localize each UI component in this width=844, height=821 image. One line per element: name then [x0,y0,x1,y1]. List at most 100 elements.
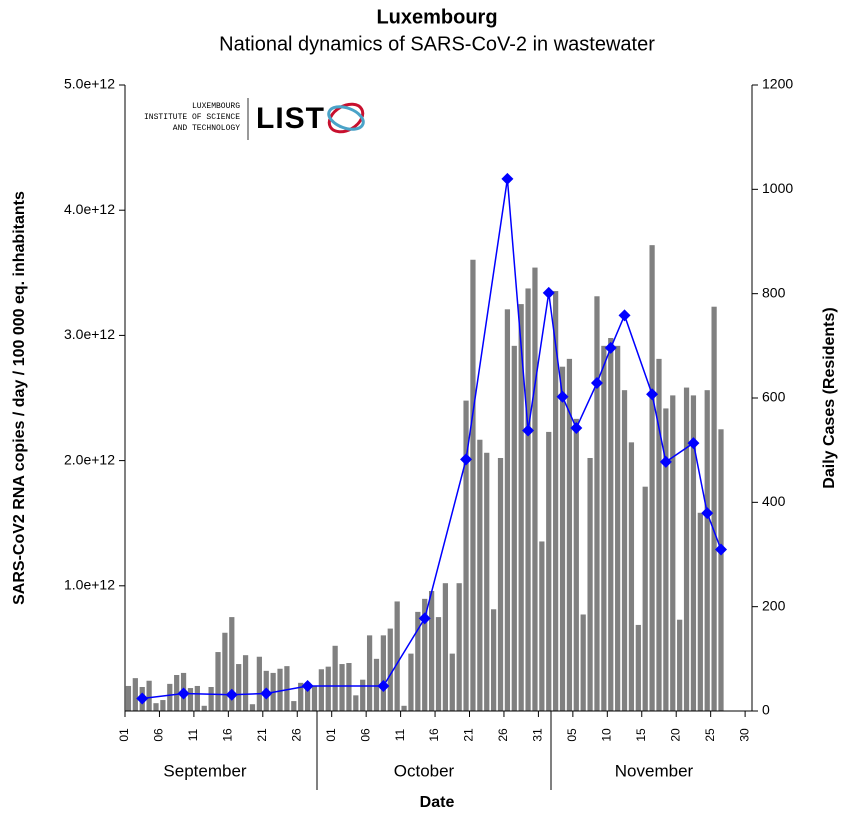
y2-tick-label: 800 [762,284,786,300]
logo-text: AND TECHNOLOGY [173,124,240,133]
marker [522,424,535,437]
x-tick-label: 10 [599,728,613,742]
marker [260,687,273,700]
bar [497,457,504,711]
marker [225,688,238,701]
bar [704,390,710,711]
bar [380,635,386,711]
bar [559,366,566,711]
bar [635,624,641,711]
bar [518,304,524,711]
y2-tick-label: 0 [762,702,770,718]
bar [415,611,421,711]
marker [460,453,473,466]
bar [566,358,573,711]
bar [318,669,324,711]
bar [504,309,511,711]
marker [687,437,700,450]
bar [587,457,593,711]
y-tick-label: 3.0e+12 [64,326,115,342]
chart-title: Luxembourg [376,6,497,28]
bar [484,452,490,711]
bar [132,678,138,711]
x-tick-label: 16 [221,728,235,742]
marker [604,341,617,354]
marker [714,543,727,556]
bar [153,703,159,711]
bar [366,635,373,711]
marker [701,507,714,520]
bar [456,583,462,711]
bar [408,653,414,711]
bar [208,687,214,711]
month-label: November [615,761,694,780]
x-tick-label: 25 [703,728,717,742]
bar [229,617,235,711]
x-tick-label: 11 [186,728,200,741]
bar [304,682,311,711]
bar [621,390,628,711]
bar [511,345,517,711]
y2-tick-label: 1000 [762,180,793,196]
bar [683,387,690,711]
bar [663,408,669,711]
bar [608,338,614,711]
bar [491,609,497,711]
bar [256,656,262,711]
x-tick-label: 26 [289,728,303,742]
bar [442,583,449,711]
bar [325,666,331,711]
x-tick-label: 21 [255,728,269,742]
x-tick-label: 06 [152,728,166,742]
logo-text: LUXEMBOURG [192,102,240,111]
y2-axis-label: Daily Cases (Residents) [821,307,838,488]
marker [646,388,659,401]
y2-tick-label: 400 [762,493,786,509]
marker [301,679,314,692]
marker [501,172,514,185]
bar [670,395,676,711]
x-axis-label: Date [420,794,455,811]
bar [580,614,586,711]
bar [435,617,442,711]
bar [470,259,476,711]
bar [463,400,469,711]
bar [387,628,393,711]
logo-text: INSTITUTE OF SCIENCE [144,113,240,122]
month-label: October [394,761,455,780]
bar [277,668,283,711]
bar [594,296,600,711]
bar [222,632,228,711]
bar [422,598,428,711]
bar [477,439,483,711]
marker [542,286,555,299]
bar [242,655,249,711]
marker [590,376,603,389]
bar [353,695,359,711]
bar [401,705,407,711]
x-tick-label: 05 [565,728,579,742]
x-tick-label: 20 [668,728,682,742]
bar [174,675,180,711]
bar [284,666,290,711]
bar [642,486,648,711]
bar [332,645,338,711]
bar [298,682,304,711]
y-tick-label: 1.0e+12 [64,577,115,593]
month-label: September [163,761,246,780]
x-tick-label: 16 [427,728,441,742]
bar [553,291,559,711]
bar [236,664,242,711]
y-tick-label: 4.0e+12 [64,201,115,217]
x-tick-label: 06 [358,728,372,742]
marker [659,455,672,468]
marker [377,679,390,692]
bar [360,679,366,711]
y2-tick-label: 600 [762,389,786,405]
bar [532,267,538,711]
bar [394,601,400,711]
y2-tick-label: 200 [762,597,786,613]
x-tick-label: 11 [393,728,407,741]
bar [291,701,297,711]
